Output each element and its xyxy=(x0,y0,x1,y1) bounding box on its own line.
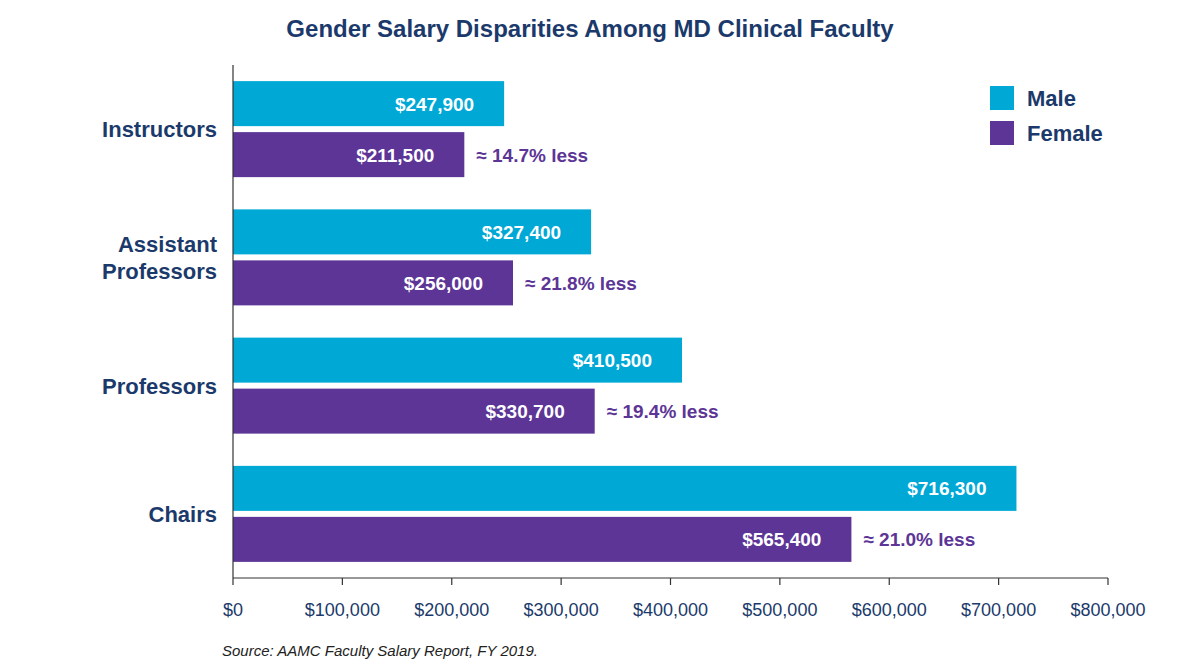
annotation: ≈ 14.7% less xyxy=(476,145,588,166)
x-tick-label: $500,000 xyxy=(742,600,817,620)
title: Gender Salary Disparities Among MD Clini… xyxy=(286,15,894,42)
x-tick xyxy=(670,578,671,585)
x-tick xyxy=(1107,578,1108,585)
x-tick xyxy=(451,578,452,585)
legend-swatch xyxy=(990,121,1014,145)
legend-swatch xyxy=(990,86,1014,110)
data-label: $330,700 xyxy=(485,401,564,422)
x-tick xyxy=(998,578,999,585)
y-axis-line xyxy=(232,65,233,578)
x-tick xyxy=(889,578,890,585)
x-tick-label: $200,000 xyxy=(414,600,489,620)
source: Source: AAMC Faculty Salary Report, FY 2… xyxy=(222,642,538,659)
data-label: $256,000 xyxy=(404,273,483,294)
annotation: ≈ 21.8% less xyxy=(525,273,637,294)
category-label: Professors xyxy=(102,374,217,399)
x-tick-label: $600,000 xyxy=(852,600,927,620)
x-tick xyxy=(232,578,233,585)
bars xyxy=(233,81,1016,562)
x-tick xyxy=(342,578,343,585)
data-label: $410,500 xyxy=(573,350,652,371)
category-label-line: Instructors xyxy=(102,117,217,142)
x-tick-label: $100,000 xyxy=(305,600,380,620)
data-label: $565,400 xyxy=(742,529,821,550)
bar xyxy=(233,81,504,126)
legend-label: Male xyxy=(1027,86,1076,111)
annotation: ≈ 21.0% less xyxy=(863,529,975,550)
bar xyxy=(233,466,1016,511)
bar xyxy=(233,209,591,254)
data-label: $327,400 xyxy=(482,222,561,243)
category-label: Chairs xyxy=(149,502,217,527)
data-labels: $247,900 $211,500 ≈ 14.7% less $327,400 $256… xyxy=(356,94,986,551)
x-tick-label: $800,000 xyxy=(1070,600,1145,620)
category-label: AssistantProfessors xyxy=(102,232,218,284)
x-tick xyxy=(561,578,562,585)
data-label: $211,500 xyxy=(356,145,434,166)
annotation: ≈ 19.4% less xyxy=(607,401,719,422)
data-label: $716,300 xyxy=(907,478,986,499)
category-label-line: Professors xyxy=(102,374,217,399)
x-tick xyxy=(779,578,780,585)
category-label-line: Professors xyxy=(102,259,217,284)
bar xyxy=(233,338,682,383)
bar xyxy=(233,132,464,177)
bar xyxy=(233,389,595,434)
bar xyxy=(233,517,851,562)
category-label-line: Chairs xyxy=(149,502,217,527)
chart: Gender Salary Disparities Among MD Clini… xyxy=(0,0,1200,666)
data-label: $247,900 xyxy=(395,94,474,115)
bar xyxy=(233,260,513,305)
category-label-line: Assistant xyxy=(118,232,218,257)
category-label: Instructors xyxy=(102,117,217,142)
legend-label: Female xyxy=(1027,121,1103,146)
x-tick-label: $400,000 xyxy=(633,600,708,620)
x-tick-label: $0 xyxy=(223,600,243,620)
x-tick-label: $300,000 xyxy=(524,600,599,620)
x-tick-label: $700,000 xyxy=(961,600,1036,620)
